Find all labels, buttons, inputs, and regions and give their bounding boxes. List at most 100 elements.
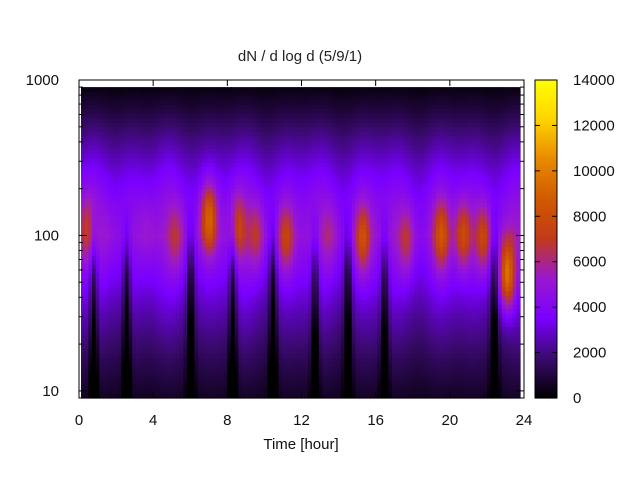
- heatmap-cell: [315, 366, 320, 372]
- heatmap-cell: [315, 380, 320, 386]
- heatmap-cell: [278, 224, 283, 230]
- heatmap-cell: [256, 371, 261, 377]
- heatmap-cell: [190, 238, 196, 244]
- heatmap-cell: [168, 118, 174, 124]
- heatmap-cell: [267, 273, 272, 279]
- heatmap-cell: [311, 389, 316, 395]
- heatmap-cell: [289, 380, 294, 386]
- heatmap-cell: [238, 255, 243, 261]
- heatmap-cell: [274, 140, 280, 146]
- heatmap-cell: [212, 100, 217, 106]
- heatmap-cell: [146, 344, 152, 350]
- heatmap-cell: [91, 331, 97, 337]
- heatmap-cell: [117, 380, 122, 386]
- heatmap-cell: [146, 162, 152, 168]
- heatmap-cell: [121, 322, 126, 328]
- heatmap-cell: [84, 371, 89, 377]
- heatmap-cell: [296, 104, 302, 110]
- heatmap-cell: [150, 393, 155, 399]
- heatmap-cell: [322, 215, 327, 221]
- heatmap-cell: [135, 273, 141, 279]
- heatmap-cell: [139, 255, 144, 261]
- heatmap-cell: [263, 109, 269, 115]
- heatmap-cell: [241, 375, 247, 381]
- heatmap-cell: [322, 366, 327, 372]
- heatmap-cell: [128, 380, 133, 386]
- heatmap-cell: [249, 171, 254, 177]
- heatmap-cell: [205, 393, 210, 399]
- heatmap-cell: [161, 309, 166, 315]
- heatmap-cell: [304, 149, 309, 155]
- heatmap-cell: [91, 184, 97, 190]
- heatmap-cell: [95, 318, 100, 324]
- heatmap-cell: [271, 309, 276, 315]
- heatmap-cell: [183, 286, 188, 293]
- heatmap-cell: [205, 318, 210, 324]
- heatmap-cell: [201, 309, 206, 315]
- heatmap-cell: [124, 109, 130, 115]
- heatmap-cell: [132, 309, 137, 315]
- heatmap-cell: [326, 282, 331, 288]
- heatmap-cell: [307, 104, 313, 110]
- heatmap-cell: [154, 233, 159, 239]
- heatmap-cell: [238, 189, 243, 195]
- heatmap-cell: [132, 375, 137, 381]
- heatmap-cell: [241, 153, 247, 159]
- heatmap-cell: [307, 291, 313, 297]
- heatmap-cell: [143, 229, 148, 235]
- heatmap-cell: [300, 366, 305, 372]
- heatmap-cell: [135, 340, 141, 346]
- heatmap-cell: [329, 180, 335, 186]
- heatmap-cell: [106, 202, 111, 208]
- heatmap-cell: [194, 349, 199, 355]
- heatmap-cell: [256, 113, 261, 119]
- heatmap-cell: [322, 193, 327, 199]
- heatmap-cell: [183, 349, 188, 355]
- heatmap-cell: [183, 167, 188, 173]
- heatmap-cell: [285, 149, 291, 155]
- heatmap-cell: [187, 251, 192, 257]
- heatmap-cell: [315, 309, 320, 315]
- heatmap-cell: [260, 273, 265, 279]
- heatmap-cell: [95, 242, 100, 248]
- heatmap-cell: [121, 309, 126, 315]
- heatmap-cell: [190, 224, 196, 230]
- heatmap-cell: [139, 113, 144, 119]
- heatmap-cell: [212, 300, 217, 306]
- heatmap-cell: [190, 371, 196, 377]
- heatmap-cell: [282, 384, 287, 390]
- heatmap-cell: [304, 353, 309, 359]
- heatmap-cell: [198, 104, 203, 110]
- heatmap-cell: [260, 229, 265, 235]
- heatmap-cell: [150, 309, 155, 315]
- heatmap-cell: [194, 100, 199, 106]
- heatmap-cell: [194, 167, 199, 173]
- heatmap-cell: [154, 384, 159, 390]
- heatmap-cell: [187, 318, 192, 324]
- heatmap-cell: [212, 269, 217, 275]
- heatmap-cell: [304, 300, 309, 306]
- heatmap-cell: [113, 393, 119, 399]
- heatmap-cell: [135, 380, 141, 386]
- heatmap-cell: [121, 220, 126, 226]
- heatmap-cell: [194, 109, 199, 115]
- heatmap-cell: [227, 291, 232, 297]
- heatmap-cell: [256, 215, 261, 221]
- heatmap-cell: [326, 304, 331, 310]
- heatmap-cell: [278, 140, 283, 146]
- heatmap-cell: [252, 273, 258, 279]
- heatmap-cell: [271, 278, 276, 284]
- heatmap-cell: [318, 238, 324, 244]
- heatmap-cell: [205, 300, 210, 306]
- heatmap-cell: [241, 233, 247, 239]
- heatmap-cell: [139, 96, 144, 102]
- heatmap-cell: [252, 313, 258, 319]
- heatmap-cell: [227, 375, 232, 381]
- heatmap-cell: [285, 393, 291, 399]
- heatmap-cell: [179, 380, 185, 386]
- heatmap-cell: [198, 171, 203, 177]
- heatmap-cell: [143, 260, 148, 266]
- heatmap-cell: [212, 131, 217, 137]
- heatmap-cell: [289, 340, 294, 346]
- heatmap-cell: [132, 331, 137, 337]
